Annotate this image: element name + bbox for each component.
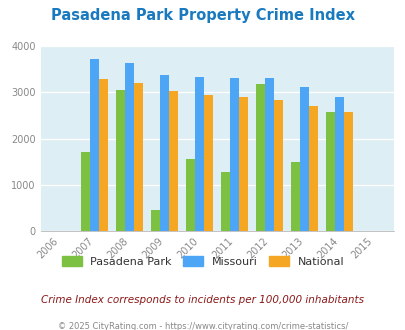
Text: Pasadena Park Property Crime Index: Pasadena Park Property Crime Index [51, 8, 354, 23]
Bar [90, 59, 99, 231]
Bar [273, 100, 283, 231]
Bar [309, 106, 318, 231]
Bar [169, 91, 178, 231]
Bar [125, 63, 134, 231]
Bar [195, 77, 204, 231]
Bar [160, 75, 169, 231]
Bar [134, 83, 143, 231]
Bar [116, 90, 125, 231]
Bar [290, 162, 299, 231]
Bar [334, 97, 343, 231]
Bar [204, 95, 213, 231]
Bar [99, 80, 108, 231]
Bar [343, 112, 352, 231]
Bar [81, 152, 90, 231]
Bar [230, 78, 239, 231]
Bar [220, 172, 230, 231]
Text: © 2025 CityRating.com - https://www.cityrating.com/crime-statistics/: © 2025 CityRating.com - https://www.city… [58, 322, 347, 330]
Legend: Pasadena Park, Missouri, National: Pasadena Park, Missouri, National [62, 256, 343, 267]
Bar [185, 159, 195, 231]
Bar [256, 84, 264, 231]
Bar [264, 78, 273, 231]
Bar [239, 97, 248, 231]
Bar [151, 210, 160, 231]
Bar [299, 87, 309, 231]
Text: Crime Index corresponds to incidents per 100,000 inhabitants: Crime Index corresponds to incidents per… [41, 295, 364, 305]
Bar [325, 112, 334, 231]
